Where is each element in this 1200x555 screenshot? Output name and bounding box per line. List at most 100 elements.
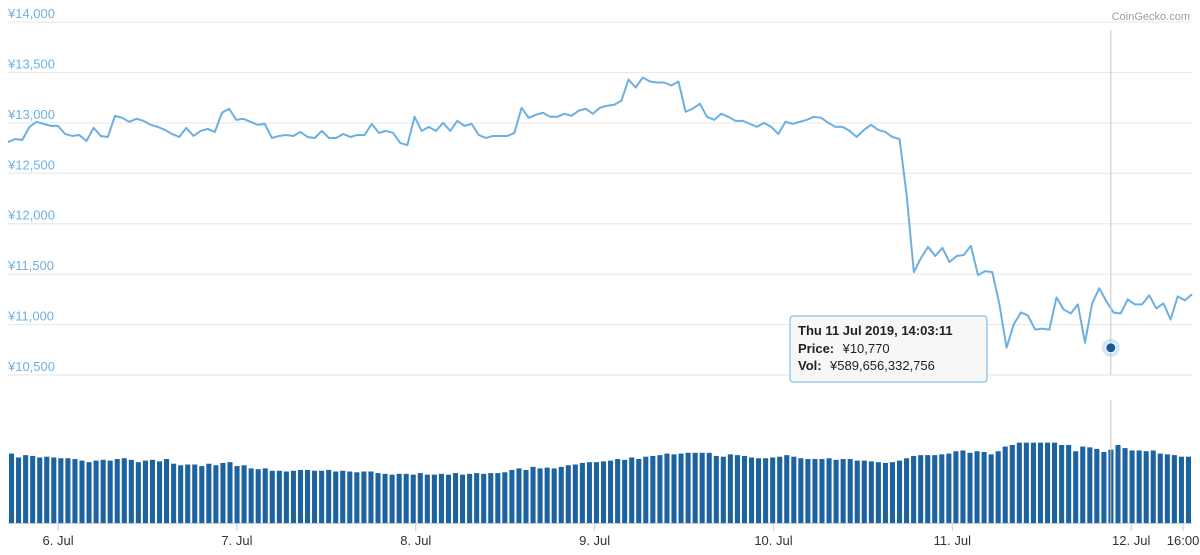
volume-bar [741, 455, 748, 523]
volume-bar [495, 473, 501, 523]
volume-bar [622, 459, 628, 523]
volume-bar [1136, 450, 1142, 523]
volume-bar [586, 462, 592, 523]
hover-marker[interactable] [1105, 342, 1117, 354]
y-tick-label: ¥13,500 [7, 56, 55, 71]
y-tick-label: ¥11,000 [7, 309, 54, 324]
volume-bar [79, 460, 85, 523]
volume-bar [939, 454, 945, 523]
volume-bar [297, 469, 304, 523]
volume-bar [1073, 451, 1079, 523]
tooltip-title: Thu 11 Jul 2019, 14:03:11 [798, 323, 953, 338]
volume-bar [164, 459, 170, 523]
volume-bar [1143, 451, 1149, 523]
volume-bar [544, 467, 550, 523]
volume-bar [51, 457, 57, 523]
tooltip-price-row: Price: ¥10,770 [798, 340, 890, 357]
volume-bar [847, 459, 853, 523]
x-tick-label: 9. Jul [579, 533, 610, 548]
volume-bar [671, 454, 677, 523]
volume-bar [361, 471, 367, 523]
volume-bar [791, 456, 797, 523]
volume-bar [784, 455, 790, 523]
volume-bar [44, 456, 50, 523]
volume-bar [593, 462, 600, 523]
volume-bar [156, 461, 163, 523]
volume-bar [946, 453, 952, 523]
volume-bar [403, 473, 409, 523]
volume-bar [23, 455, 29, 523]
volume-bar [171, 463, 177, 523]
volume-bar [354, 472, 360, 523]
volume-bar [1087, 447, 1093, 523]
volume-bar [142, 460, 148, 523]
volume-bar [128, 459, 134, 523]
volume-bar [452, 473, 459, 523]
volume-bar [826, 458, 832, 523]
volume-bar [748, 457, 755, 523]
volume-bar [474, 473, 480, 523]
volume-bar [248, 468, 254, 523]
volume-bar [629, 457, 635, 523]
volume-bar [72, 459, 78, 523]
volume-bar [854, 460, 860, 523]
volume-bar [643, 456, 649, 523]
volume-bar [953, 451, 959, 523]
volume-bar [1044, 442, 1051, 523]
volume-bar [1009, 445, 1015, 523]
y-tick-label: ¥12,500 [7, 157, 55, 172]
volume-bar [121, 458, 127, 523]
volume-bar [431, 474, 437, 523]
volume-bar [995, 451, 1001, 523]
tooltip-price-label: Price: [798, 341, 834, 356]
price-line [7, 76, 1193, 349]
volume-bar [558, 466, 564, 523]
x-tick-label: 16:00 [1167, 533, 1200, 548]
volume-bar [777, 456, 783, 523]
volume-bar [340, 470, 346, 523]
volume-bar [283, 471, 289, 523]
volume-bar [467, 473, 473, 523]
volume-bar [1016, 442, 1022, 523]
volume-bar [149, 459, 156, 523]
volume-bar [1094, 448, 1100, 523]
volume-bar [1164, 454, 1170, 523]
volume-bar [410, 474, 416, 523]
volume-bar [1059, 445, 1065, 523]
credit-text[interactable]: CoinGecko.com [1112, 11, 1190, 23]
volume-bar [1185, 456, 1192, 523]
volume-bar [37, 457, 43, 523]
volume-bar [960, 450, 966, 523]
x-tick-label: 11. Jul [934, 533, 971, 548]
tooltip-vol-row: Vol: ¥589,656,332,756 [798, 357, 935, 374]
volume-bar [706, 452, 712, 523]
volume-bar [8, 453, 15, 523]
volume-bar [178, 465, 184, 523]
volume-bar [678, 453, 684, 523]
price-series [7, 76, 1193, 349]
volume-bar [932, 455, 938, 523]
tooltip-box [789, 315, 988, 383]
volume-bar [720, 456, 726, 523]
volume-bar [234, 466, 240, 523]
x-tick-label: 12. Jul [1112, 533, 1150, 548]
volume-bar [692, 452, 698, 523]
volume-bar [600, 461, 607, 523]
y-tick-label: ¥11,500 [7, 258, 54, 273]
volume-bar [290, 470, 296, 523]
volume-bar [523, 469, 529, 523]
volume-bar [347, 471, 353, 523]
volume-bar [727, 454, 733, 523]
volume-bar [185, 464, 191, 523]
volume-bar [326, 469, 332, 523]
volume-bar [572, 464, 578, 523]
volume-bar [114, 459, 120, 523]
grid-layer [8, 21, 1192, 376]
volume-bar [220, 462, 226, 523]
volume-bar [389, 474, 395, 523]
volume-bar [537, 468, 543, 523]
volume-bar [312, 470, 318, 523]
volume-bar [93, 460, 99, 523]
